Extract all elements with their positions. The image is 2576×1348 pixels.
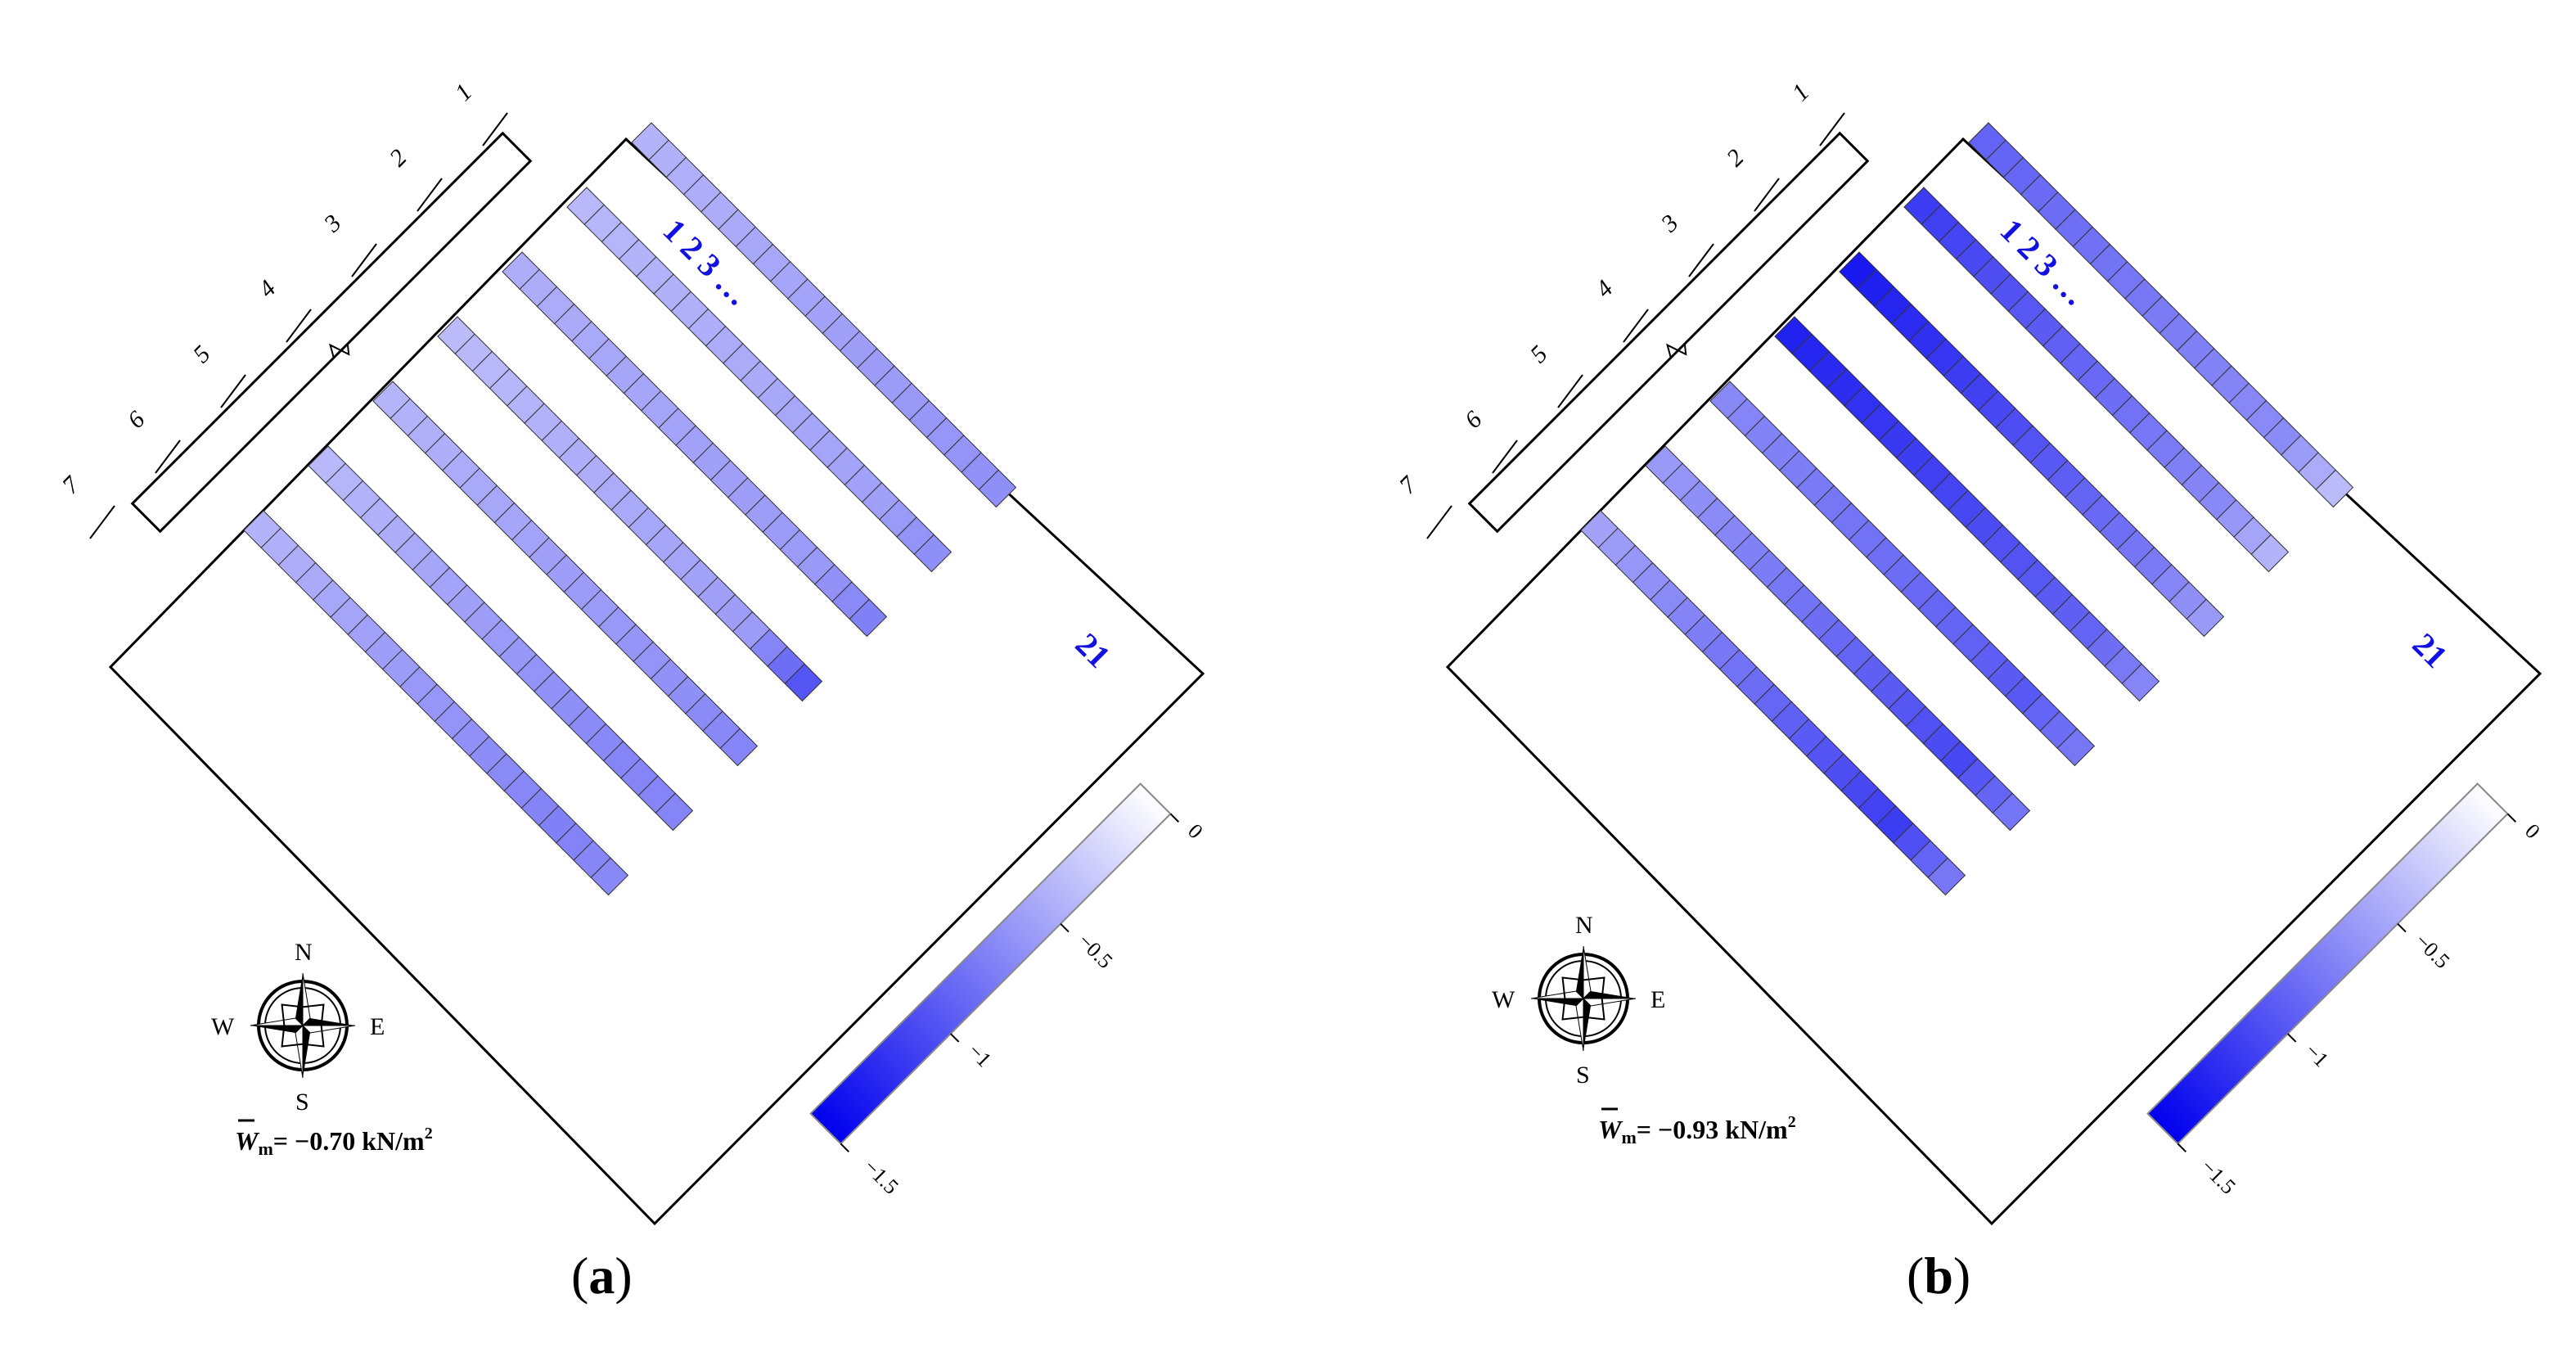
panel-caption-a: (a) — [571, 1247, 633, 1305]
compass-rose-icon: N E S W — [1492, 912, 1665, 1089]
mean-wind-load: Wm= −0.70 kN/m2 — [235, 1119, 433, 1159]
row-number: 1 — [1787, 79, 1815, 106]
colorbar-tick-label: 0 — [1183, 819, 1208, 844]
roof-outline — [108, 137, 1205, 1226]
pv-panel-cell — [1927, 857, 1966, 896]
pv-panel-cell — [2121, 663, 2160, 702]
pv-row — [1774, 316, 2160, 702]
row-number: 6 — [1460, 406, 1488, 434]
row-number: 3 — [1655, 210, 1684, 238]
pv-panel-cell — [784, 663, 823, 702]
compass-south: S — [1576, 1062, 1590, 1089]
colorbar-tick-label: −1.5 — [859, 1155, 903, 1199]
pv-row — [372, 381, 759, 767]
compass-west: W — [1492, 986, 1515, 1013]
pv-row — [566, 187, 952, 573]
svg-text:Wm= −0.70 kN/m2: Wm= −0.70 kN/m2 — [235, 1125, 433, 1159]
pv-row — [1580, 510, 1966, 896]
pv-row — [631, 122, 1017, 508]
column-label-end: 21 — [1069, 626, 1118, 675]
row-number: 7 — [1394, 471, 1423, 499]
mean-wind-load: Wm= −0.93 kN/m2 — [1598, 1107, 1796, 1147]
roof-outline — [1445, 137, 2542, 1226]
colorbar: −1.5 −1 −0.5 0 — [809, 782, 1208, 1199]
pv-row — [502, 251, 888, 638]
row-number: 5 — [188, 340, 216, 368]
pv-panel-cell — [590, 857, 629, 896]
colorbar-tick-label: −0.5 — [1074, 929, 1118, 973]
colorbar-tick-label: −0.5 — [2411, 929, 2455, 973]
pv-panel-cell — [2315, 469, 2354, 508]
pv-row — [1968, 122, 2354, 508]
pv-array — [1580, 122, 2354, 896]
row-number: 4 — [254, 275, 281, 303]
row-number: 2 — [385, 144, 412, 172]
compass-north: N — [1575, 912, 1593, 939]
panel-a: 7 6 5 4 3 2 1 1 2 3 … 21 −1.5 −1 −0.5 0 — [57, 79, 1208, 1305]
colorbar-tick-label: −1 — [2300, 1039, 2333, 1071]
compass-west: W — [211, 1013, 235, 1040]
row-reference-strip — [1467, 131, 1870, 534]
row-number: 7 — [57, 471, 86, 499]
row-number: 3 — [318, 210, 347, 238]
row-reference-strip — [130, 131, 533, 534]
pv-panel-cell — [2056, 728, 2096, 767]
row-reference-marks — [89, 112, 508, 539]
compass-east: E — [1651, 986, 1665, 1013]
compass-south: S — [295, 1089, 309, 1116]
pv-row — [308, 445, 694, 832]
pv-row — [437, 316, 823, 702]
pv-panel-cell — [655, 792, 694, 832]
pv-row — [243, 510, 629, 896]
row-number: 6 — [123, 406, 151, 434]
column-label-end: 21 — [2406, 626, 2455, 675]
pv-row — [1903, 187, 2290, 573]
colorbar-tick-label: −1.5 — [2196, 1155, 2240, 1199]
pv-panel-cell — [719, 728, 759, 767]
pv-panel-cell — [978, 469, 1017, 508]
pv-row — [1645, 445, 2031, 832]
row-number: 1 — [450, 79, 478, 106]
row-number: 2 — [1722, 144, 1750, 172]
colorbar-tick-label: −1 — [963, 1039, 996, 1071]
colorbar-tick-label: 0 — [2520, 819, 2545, 844]
pv-panel-cell — [2186, 598, 2225, 638]
pv-panel-cell — [2250, 534, 2290, 573]
row-number: 5 — [1525, 340, 1553, 368]
pv-row — [1839, 251, 2225, 638]
pv-panel-cell — [913, 534, 952, 573]
svg-text:Wm= −0.93 kN/m2: Wm= −0.93 kN/m2 — [1598, 1113, 1796, 1147]
panel-b: 7 6 5 4 3 2 1 1 2 3 … 21 −1.5 −1 −0.5 0 — [1394, 79, 2545, 1305]
compass-north: N — [295, 939, 313, 966]
compass-east: E — [370, 1013, 385, 1040]
pv-row — [1709, 381, 2096, 767]
compass-rose-icon: N E S W — [211, 939, 385, 1116]
panel-caption-b: (b) — [1907, 1247, 1970, 1305]
pv-panel-cell — [1992, 792, 2031, 832]
row-number: 4 — [1591, 275, 1619, 303]
pv-array — [243, 122, 1017, 896]
pv-panel-cell — [849, 598, 888, 638]
colorbar: −1.5 −1 −0.5 0 — [2146, 782, 2545, 1199]
row-reference-marks — [1426, 112, 1845, 539]
